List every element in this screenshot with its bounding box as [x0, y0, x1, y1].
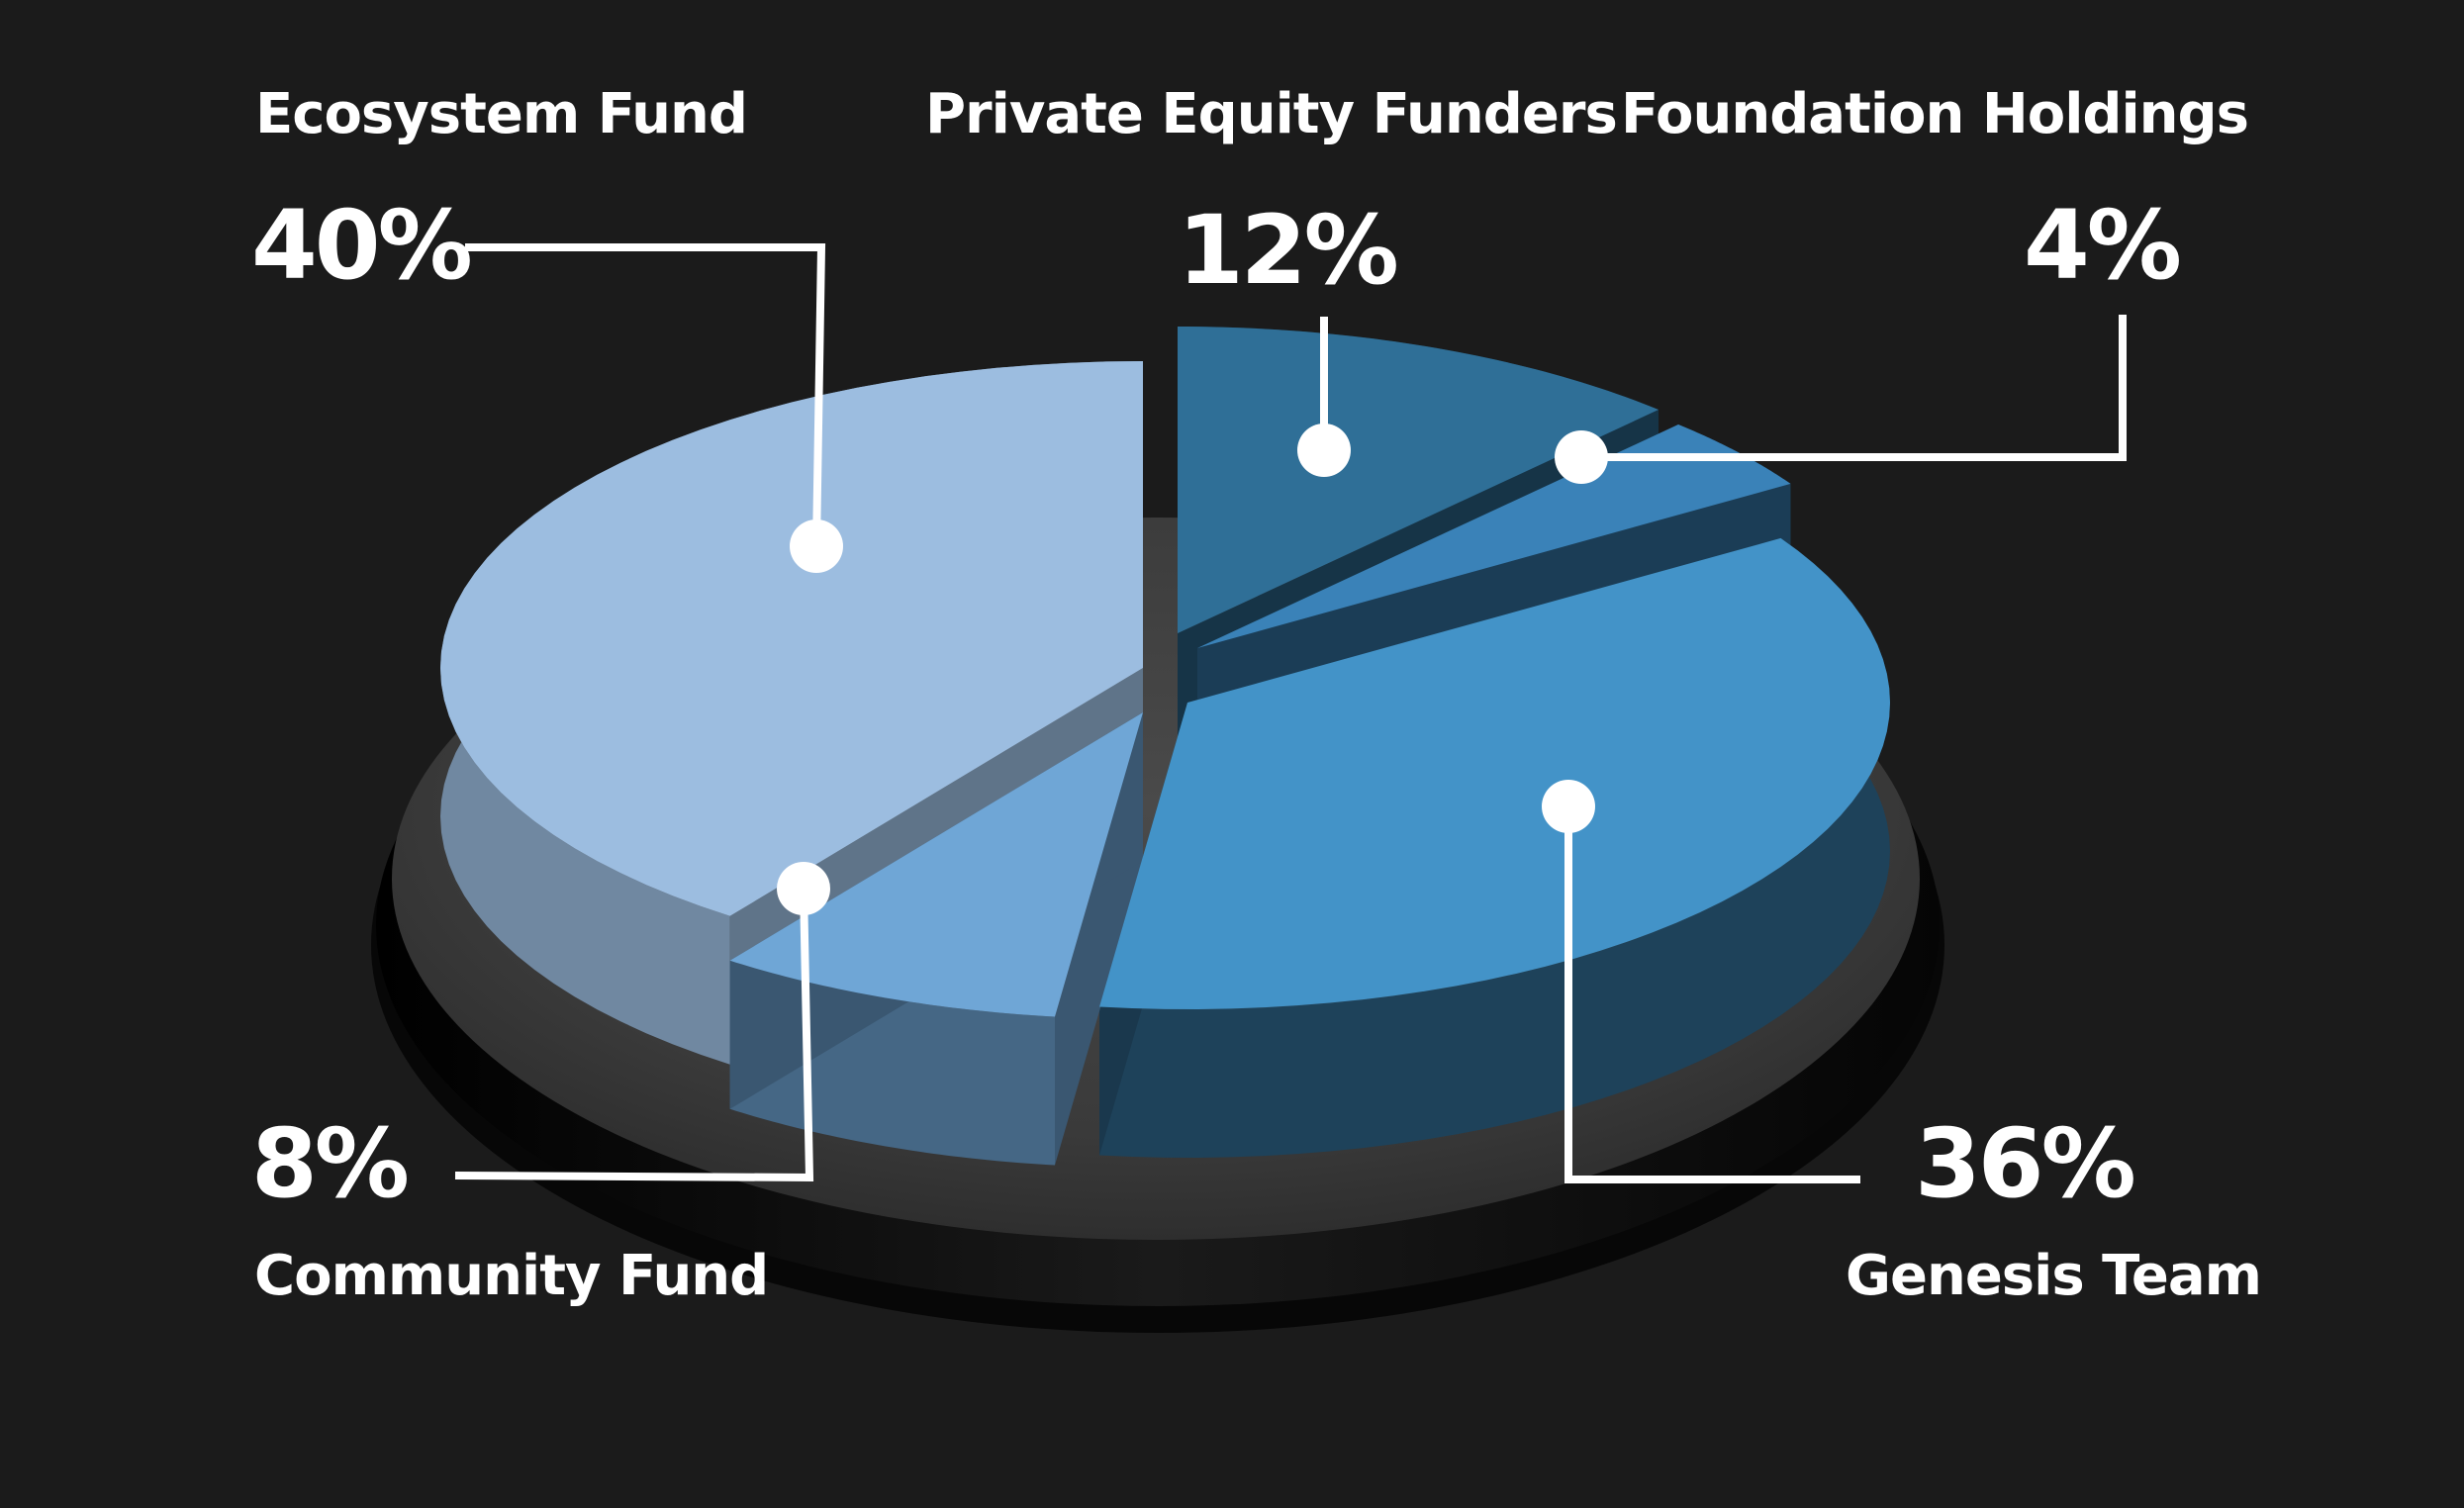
leader-dot-genesis-team [1542, 780, 1595, 833]
slice-label-community-fund: Community Fund [254, 1244, 769, 1308]
slice-private-equity-funders [1178, 327, 1659, 633]
slice-value-foundation-holdings: 4% [2024, 190, 2182, 301]
leader-dot-community-fund [777, 862, 830, 915]
leader-dot-ecosystem-fund [790, 519, 843, 573]
leader-dot-private-equity-funders [1297, 424, 1351, 477]
slice-label-foundation-holdings: Foundation Holdings [1621, 82, 2249, 146]
slice-label-ecosystem-fund: Ecosystem Fund [255, 82, 748, 146]
slice-value-ecosystem-fund: 40% [251, 190, 473, 301]
slice-community-fund [729, 712, 1143, 1017]
slice-value-private-equity-funders: 12% [1178, 195, 1399, 306]
slice-label-private-equity-funders: Private Equity Funders [925, 82, 1618, 146]
leader-line-genesis-team [1564, 806, 1860, 1183]
slice-value-genesis-team: 36% [1915, 1108, 2136, 1219]
leader-line-ecosystem-fund [465, 243, 826, 547]
slice-value-community-fund: 8% [251, 1108, 410, 1219]
pie-slice-tops [440, 327, 1890, 1017]
slice-label-genesis-team: Genesis Team [1846, 1244, 2262, 1308]
slice-foundation-holdings [1197, 424, 1791, 648]
slice-genesis-team [1099, 537, 1890, 1009]
leader-line-community-fund [454, 888, 814, 1182]
slice-side-genesis-team [1099, 537, 1890, 1158]
leader-dot-foundation-holdings [1555, 430, 1608, 484]
leader-line-foundation-holdings [1581, 315, 2127, 461]
slice-ecosystem-fund [440, 361, 1143, 916]
leader-lines [454, 243, 2127, 1183]
